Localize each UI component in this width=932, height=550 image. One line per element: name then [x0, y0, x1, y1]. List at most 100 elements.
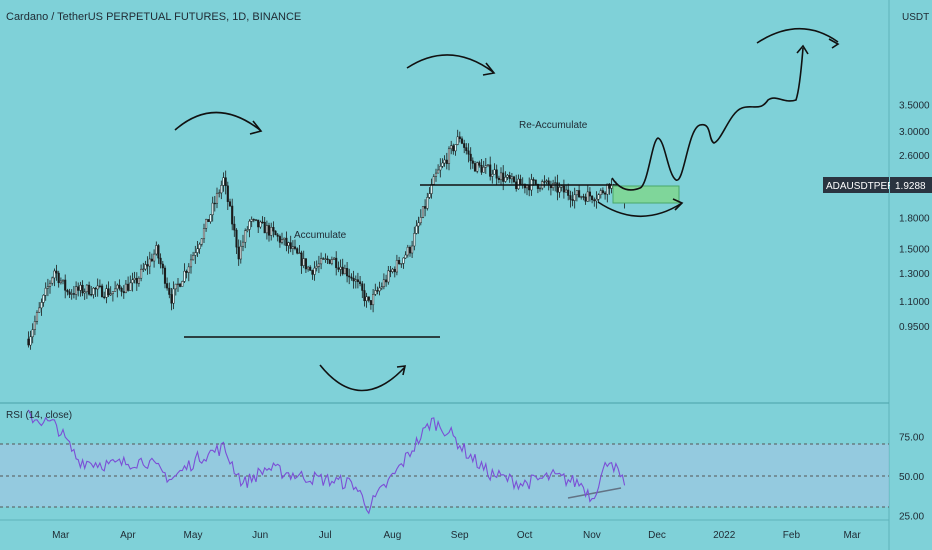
arc-drawing-3[interactable]	[406, 54, 494, 73]
candle-body	[215, 192, 219, 204]
arrow-head-3[interactable]	[482, 62, 496, 76]
arc-drawing-4[interactable]	[597, 201, 683, 218]
candle-body	[101, 285, 104, 298]
candle-body	[68, 291, 71, 295]
candle-body	[313, 267, 316, 275]
candle-body	[98, 285, 101, 287]
candle-body	[584, 196, 587, 202]
candle-body	[274, 230, 277, 236]
rsi-tick-label: 75.00	[899, 433, 924, 444]
candle-body	[109, 293, 112, 296]
arrow-head-2[interactable]	[396, 365, 407, 376]
candle-body	[346, 268, 349, 277]
candle-body	[363, 290, 366, 302]
candle-body	[495, 169, 498, 179]
candle-body	[339, 266, 342, 270]
candle-body	[57, 272, 60, 284]
drawings[interactable]	[174, 27, 840, 499]
time-tick-label: Mar	[52, 530, 70, 541]
candle-body	[608, 183, 611, 189]
candle-body	[137, 277, 140, 284]
candle-body	[489, 164, 492, 177]
candle-body	[424, 206, 427, 209]
arc-drawing-5[interactable]	[756, 27, 839, 44]
candle-body	[31, 329, 34, 338]
candle-body	[432, 176, 435, 185]
candle-body	[367, 296, 370, 301]
candle-body	[591, 195, 594, 201]
candle-body	[450, 145, 453, 150]
candle-body	[291, 246, 294, 249]
candle-body	[55, 270, 58, 274]
rsi-tick-label: 25.00	[899, 511, 924, 522]
candle-body	[439, 166, 442, 171]
candle-body	[365, 296, 368, 302]
candle-body	[224, 177, 227, 187]
time-tick-label: Apr	[120, 530, 136, 541]
candle-body	[174, 283, 177, 290]
candle-body	[538, 187, 542, 190]
candle-body	[218, 192, 221, 194]
arrow-head-6[interactable]	[828, 38, 840, 49]
candle-body	[38, 307, 41, 313]
arrow-head-1[interactable]	[249, 120, 263, 135]
candle-body	[573, 194, 576, 201]
candle-body	[473, 163, 477, 172]
arrow-head-4[interactable]	[672, 198, 684, 211]
candle-body	[307, 266, 310, 270]
currency-label: USDT	[902, 12, 929, 23]
candle-body	[211, 202, 214, 216]
candle-body	[205, 219, 208, 229]
price-badge-value: 1.9288	[895, 181, 926, 192]
candle-body	[231, 205, 234, 225]
price-tick-label: 1.8000	[899, 214, 930, 225]
candle-body	[575, 190, 578, 196]
candle-body	[92, 287, 95, 295]
candle-body	[497, 177, 500, 180]
candle-body	[222, 177, 225, 186]
price-badge-value-bg	[890, 177, 932, 193]
time-tick-label: Aug	[384, 530, 402, 541]
candle-body	[309, 266, 312, 271]
candle-body	[70, 293, 73, 295]
rsi-line[interactable]	[27, 409, 626, 515]
price-pane[interactable]	[27, 129, 626, 350]
time-tick-label: Jul	[319, 530, 332, 541]
candle-body	[77, 286, 80, 291]
candle-body	[122, 291, 125, 294]
chart-title: Cardano / TetherUS PERPETUAL FUTURES, 1D…	[6, 11, 301, 23]
candle-body	[246, 229, 249, 231]
candle-body	[107, 288, 110, 296]
candle-body	[476, 162, 479, 172]
candle-body	[560, 185, 563, 188]
candle-body	[467, 150, 470, 155]
candle-body	[83, 291, 86, 294]
candle-body	[391, 268, 394, 272]
candle-body	[545, 180, 548, 182]
candle-body	[393, 268, 396, 273]
candle-body	[289, 242, 292, 249]
candle-body	[404, 254, 407, 259]
candle-body	[554, 182, 557, 184]
projection-path[interactable]	[611, 47, 804, 191]
candle-body	[517, 178, 520, 190]
candle-body	[228, 201, 232, 207]
candle-body	[395, 260, 398, 273]
candle-body	[235, 229, 238, 248]
candle-body	[317, 263, 320, 267]
candle-body	[276, 234, 279, 237]
time-tick-label: Oct	[517, 530, 533, 541]
arrow-head-5[interactable]	[796, 44, 809, 55]
candle-body	[567, 189, 570, 196]
price-tick-label: 3.5000	[899, 101, 930, 112]
arc-drawing-1[interactable]	[174, 111, 261, 131]
candle-body	[300, 252, 303, 266]
candle-body	[352, 277, 355, 282]
arc-drawing-2[interactable]	[319, 364, 406, 392]
candle-body	[398, 260, 401, 265]
candle-body	[248, 220, 251, 230]
candle-body	[176, 283, 180, 286]
candle-body	[447, 148, 451, 164]
candle-body	[415, 225, 418, 234]
candle-body	[278, 236, 281, 243]
